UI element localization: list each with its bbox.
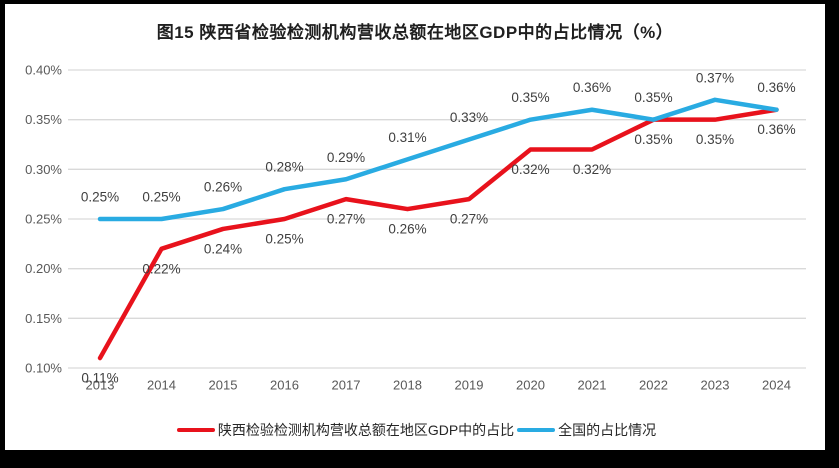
data-label-series-1: 0.29% — [327, 150, 365, 165]
chart-legend: 陕西检验检测机构营收总额在地区GDP中的占比 全国的占比情况 — [5, 420, 825, 440]
x-axis-year-label: 2023 — [701, 378, 730, 393]
legend-line-blue-icon — [517, 428, 556, 432]
y-axis-tick-label: 0.10% — [25, 361, 62, 376]
data-label-series-0: 0.22% — [142, 261, 180, 276]
data-label-series-0: 0.32% — [573, 162, 611, 177]
data-label-series-0: 0.27% — [450, 212, 488, 227]
data-label-series-1: 0.36% — [573, 80, 611, 95]
legend-line-red-icon — [176, 428, 215, 432]
data-label-series-1: 0.35% — [511, 90, 549, 105]
data-label-series-1: 0.25% — [142, 190, 180, 205]
data-label-series-1: 0.36% — [757, 80, 795, 95]
x-axis-year-label: 2018 — [393, 378, 422, 393]
data-label-series-0: 0.35% — [634, 132, 672, 147]
data-label-series-1: 0.28% — [265, 160, 303, 175]
y-axis-tick-label: 0.25% — [25, 212, 62, 227]
data-label-series-1: 0.26% — [204, 180, 242, 195]
data-label-series-0: 0.11% — [81, 371, 118, 386]
data-label-series-0: 0.32% — [511, 162, 549, 177]
x-axis-year-label: 2014 — [147, 378, 176, 393]
x-axis-year-label: 2015 — [209, 378, 238, 393]
data-label-series-0: 0.27% — [327, 212, 365, 227]
chart-title: 图15 陕西省检验检测机构营收总额在地区GDP中的占比情况（%） — [156, 23, 674, 42]
data-label-series-0: 0.35% — [696, 132, 734, 147]
legend-label-shaanxi: 陕西检验检测机构营收总额在地区GDP中的占比 — [217, 422, 515, 438]
data-label-series-0: 0.36% — [757, 122, 795, 137]
data-label-series-0: 0.26% — [388, 222, 426, 237]
x-axis-year-label: 2021 — [578, 378, 607, 393]
data-label-series-1: 0.35% — [634, 90, 672, 105]
line-chart-plot: 0.10% 0.15% 0.20% 0.25% 0.30% 0.35% 0.40% 2013 2… — [25, 63, 806, 393]
y-axis-tick-label: 0.20% — [25, 261, 62, 276]
y-axis-tick-label: 0.40% — [25, 63, 62, 78]
y-axis-tick-label: 0.15% — [25, 311, 62, 326]
x-axis-year-label: 2016 — [270, 378, 299, 393]
x-axis-year-label: 2022 — [639, 378, 668, 393]
x-axis-year-label: 2013 — [86, 378, 115, 393]
data-label-series-1: 0.25% — [81, 190, 119, 205]
x-axis-year-label: 2017 — [332, 378, 361, 393]
data-label-series-1: 0.31% — [388, 130, 426, 145]
series-line-0 — [97, 107, 779, 361]
chart-canvas: 图15 陕西省检验检测机构营收总额在地区GDP中的占比情况（%） 0.10% 0.… — [5, 4, 825, 450]
legend-label-national: 全国的占比情况 — [558, 422, 657, 438]
series-line-1 — [97, 97, 779, 222]
y-axis-tick-label: 0.30% — [25, 162, 62, 177]
data-label-series-0: 0.25% — [265, 232, 303, 247]
data-label-series-0: 0.24% — [204, 241, 242, 256]
y-axis-tick-label: 0.35% — [25, 112, 62, 127]
data-label-series-1: 0.33% — [450, 110, 488, 125]
x-axis-year-label: 2024 — [762, 378, 791, 393]
data-label-series-1: 0.37% — [696, 70, 734, 85]
x-axis-year-label: 2020 — [516, 378, 545, 393]
x-axis-year-label: 2019 — [455, 378, 484, 393]
